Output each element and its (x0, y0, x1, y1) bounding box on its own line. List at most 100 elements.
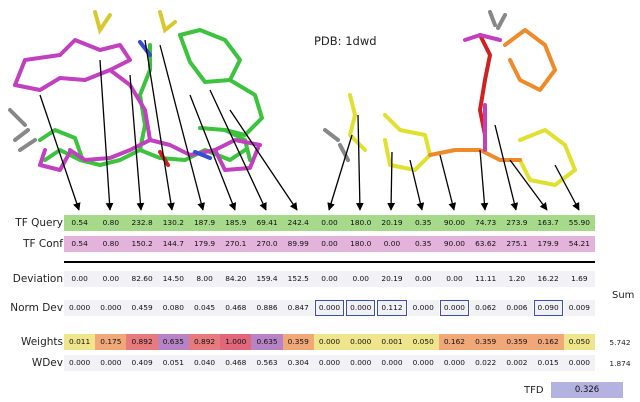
right-ligand-linker (323, 10, 507, 162)
wts-cell: 0.001 (376, 334, 408, 350)
norm-cell: 0.009 (563, 300, 595, 316)
norm-cell: 0.112 (377, 300, 407, 316)
dev-cell: 0.00 (438, 271, 471, 287)
wdev-cell: 0.000 (407, 355, 439, 371)
wdev-row: 0.000 0.000 0.409 0.051 0.040 0.468 0.563 0.304… (64, 355, 595, 371)
tfc-cell: 150.2 (126, 236, 158, 252)
dev-cell: 84.20 (220, 271, 252, 287)
tfq-cell: 69.41 (251, 215, 283, 231)
wdev-cell: 0.022 (470, 355, 502, 371)
tfq-cell: 74.73 (470, 215, 502, 231)
dev-cell: 0.00 (313, 271, 346, 287)
dev-cell: 159.4 (251, 271, 283, 287)
dev-cell: 16.22 (532, 271, 564, 287)
tfc-cell: 90.00 (438, 236, 471, 252)
wdev-cell: 0.468 (220, 355, 252, 371)
tfc-cell: 54.21 (563, 236, 595, 252)
wdev-cell: 0.409 (126, 355, 158, 371)
row-label-deviation: Deviation (12, 273, 63, 285)
tfq-cell: 273.9 (501, 215, 533, 231)
wdev-cell: 0.000 (563, 355, 595, 371)
wts-cell: 0.050 (563, 334, 595, 350)
row-label-norm-dev: Norm Dev (10, 302, 63, 314)
tfc-cell: 0.00 (313, 236, 346, 252)
dev-cell: 0.00 (95, 271, 127, 287)
wdev-cell: 0.000 (95, 355, 127, 371)
row-label-tf-conf: TF Conf (23, 238, 63, 250)
tfc-cell: 63.62 (470, 236, 502, 252)
tfq-cell: 0.54 (64, 215, 96, 231)
norm-cell: 0.080 (157, 300, 189, 316)
wdev-cell: 0.015 (532, 355, 564, 371)
wts-cell: 0.000 (313, 334, 346, 350)
tfq-cell: 0.00 (313, 215, 346, 231)
norm-cell: 0.000 (407, 300, 439, 316)
wts-cell: 0.000 (345, 334, 377, 350)
row-label-weights: Weights (20, 336, 63, 348)
wts-cell: 0.175 (95, 334, 127, 350)
wdev-cell: 0.000 (313, 355, 346, 371)
dev-cell: 11.11 (470, 271, 502, 287)
wdev-cell: 0.000 (438, 355, 471, 371)
wts-cell: 0.359 (282, 334, 314, 350)
torsion-arrows (39, 39, 580, 211)
tfd-value: 0.326 (551, 382, 623, 398)
tfq-cell: 163.7 (532, 215, 564, 231)
wdev-cell: 0.002 (501, 355, 533, 371)
wts-cell: 0.635 (157, 334, 189, 350)
tfq-cell: 185.9 (220, 215, 252, 231)
wdev-cell: 0.000 (64, 355, 96, 371)
norm-cell: 0.006 (501, 300, 533, 316)
dev-cell: 0.00 (345, 271, 377, 287)
wts-cell: 0.011 (64, 334, 96, 350)
tfc-cell: 0.00 (376, 236, 408, 252)
dev-cell: 0.00 (407, 271, 439, 287)
wts-cell: 0.162 (438, 334, 471, 350)
dev-cell: 1.20 (501, 271, 533, 287)
tfc-cell: 180.0 (345, 236, 377, 252)
tfc-cell: 0.80 (95, 236, 127, 252)
wdev-cell: 0.000 (345, 355, 377, 371)
dev-cell: 20.19 (376, 271, 408, 287)
right-ligand-orange-structure (428, 28, 557, 162)
dev-cell: 0.00 (64, 271, 96, 287)
tfc-cell: 179.9 (188, 236, 221, 252)
weights-sum: 5.742 (609, 338, 631, 347)
wts-cell: 0.359 (501, 334, 533, 350)
tfq-cell: 242.4 (282, 215, 314, 231)
row-label-wdev: WDev (31, 357, 63, 369)
deviation-row: 0.00 0.00 82.60 14.50 8.00 84.20 159.4 152.5 0.0… (64, 271, 595, 287)
wdev-cell: 0.051 (157, 355, 189, 371)
tfq-cell: 232.8 (126, 215, 158, 231)
molecule-superposition-diagram (8, 10, 580, 211)
norm-dev-row: 0.000 0.000 0.459 0.080 0.045 0.468 0.886 0.847… (64, 300, 595, 316)
norm-cell: 0.000 (314, 300, 345, 316)
weights-row: 0.011 0.175 0.892 0.635 0.892 1.000 0.635 0.359… (64, 334, 595, 350)
tfc-cell: 89.99 (282, 236, 314, 252)
norm-cell: 0.090 (533, 300, 563, 316)
tfq-cell: 180.0 (345, 215, 377, 231)
wdev-cell: 0.040 (188, 355, 221, 371)
wts-cell: 0.162 (532, 334, 564, 350)
dev-cell: 8.00 (188, 271, 221, 287)
tfc-cell: 0.35 (407, 236, 439, 252)
dev-cell: 152.5 (282, 271, 314, 287)
wts-cell: 0.892 (188, 334, 221, 350)
dev-cell: 14.50 (157, 271, 189, 287)
wts-cell: 0.892 (126, 334, 158, 350)
sum-header: Sum (612, 290, 635, 301)
tf-query-row: 0.54 0.80 232.8 130.2 187.9 185.9 69.41 242.4 0.… (64, 215, 595, 231)
tfq-cell: 0.80 (95, 215, 127, 231)
wdev-cell: 0.000 (376, 355, 408, 371)
right-ligand-yellow-structure (348, 93, 577, 187)
norm-cell: 0.000 (64, 300, 96, 316)
tfq-cell: 55.90 (563, 215, 595, 231)
wts-cell: 0.635 (251, 334, 283, 350)
tf-conf-row: 0.54 0.80 150.2 144.7 179.9 270.1 270.0 89.99 0.… (64, 236, 595, 252)
wdev-sum: 1.874 (609, 359, 631, 368)
wdev-cell: 0.304 (282, 355, 314, 371)
wts-cell: 0.050 (407, 334, 439, 350)
tfq-cell: 130.2 (157, 215, 189, 231)
wts-cell: 0.359 (470, 334, 502, 350)
tfc-cell: 179.9 (532, 236, 564, 252)
